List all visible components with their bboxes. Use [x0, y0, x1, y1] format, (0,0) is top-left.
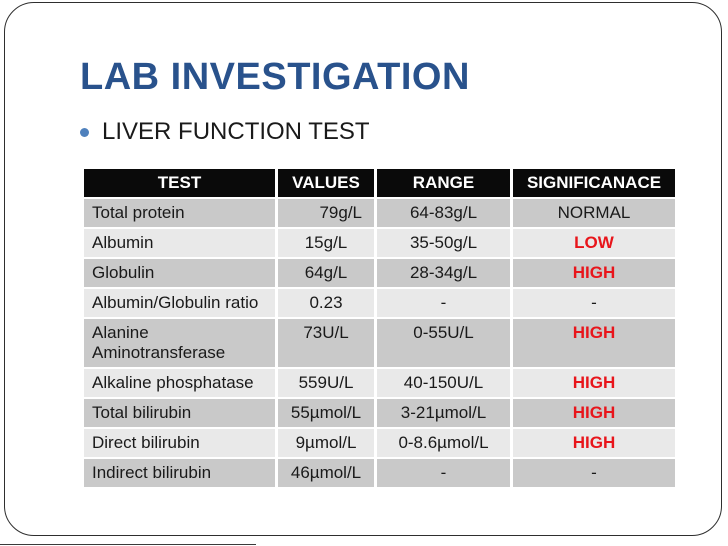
liver-function-table: TEST VALUES RANGE SIGNIFICANACE Total pr…	[84, 169, 675, 489]
cell-value: 55µmol/L	[278, 399, 377, 429]
slide-edge-artifact	[0, 544, 256, 545]
column-header-significance: SIGNIFICANACE	[513, 169, 675, 199]
cell-test: Alkaline phosphatase	[84, 369, 278, 399]
table-row: Direct bilirubin 9µmol/L 0-8.6µmol/L HIG…	[84, 429, 675, 459]
cell-range: 0-55U/L	[377, 319, 513, 369]
cell-significance: -	[513, 289, 675, 319]
cell-test: Total bilirubin	[84, 399, 278, 429]
cell-range: 3-21µmol/L	[377, 399, 513, 429]
table-row: Globulin 64g/L 28-34g/L HIGH	[84, 259, 675, 289]
cell-range: -	[377, 459, 513, 489]
table-row: Albumin/Globulin ratio 0.23 - -	[84, 289, 675, 319]
cell-significance: HIGH	[513, 429, 675, 459]
cell-range: 40-150U/L	[377, 369, 513, 399]
cell-range: 28-34g/L	[377, 259, 513, 289]
cell-range: -	[377, 289, 513, 319]
cell-value: 79g/L	[278, 199, 377, 229]
cell-value: 9µmol/L	[278, 429, 377, 459]
cell-test: Direct bilirubin	[84, 429, 278, 459]
cell-test: Indirect bilirubin	[84, 459, 278, 489]
cell-value: 46µmol/L	[278, 459, 377, 489]
cell-test: Albumin/Globulin ratio	[84, 289, 278, 319]
cell-range: 64-83g/L	[377, 199, 513, 229]
cell-test: Albumin	[84, 229, 278, 259]
cell-test: Globulin	[84, 259, 278, 289]
page-title: LAB INVESTIGATION	[80, 56, 470, 98]
cell-significance: LOW	[513, 229, 675, 259]
table-row: Total bilirubin 55µmol/L 3-21µmol/L HIGH	[84, 399, 675, 429]
cell-significance: HIGH	[513, 259, 675, 289]
cell-significance: HIGH	[513, 319, 675, 369]
cell-range: 0-8.6µmol/L	[377, 429, 513, 459]
bullet-line: LIVER FUNCTION TEST	[80, 118, 370, 146]
cell-range: 35-50g/L	[377, 229, 513, 259]
cell-value: 15g/L	[278, 229, 377, 259]
cell-value: 0.23	[278, 289, 377, 319]
cell-significance: HIGH	[513, 399, 675, 429]
cell-test: Alanine Aminotransferase	[84, 319, 278, 369]
header-row: TEST VALUES RANGE SIGNIFICANACE	[84, 169, 675, 199]
column-header-values: VALUES	[278, 169, 377, 199]
cell-significance: -	[513, 459, 675, 489]
cell-value: 64g/L	[278, 259, 377, 289]
column-header-test: TEST	[84, 169, 278, 199]
cell-value: 73U/L	[278, 319, 377, 369]
cell-test: Total protein	[84, 199, 278, 229]
table-row: Albumin 15g/L 35-50g/L LOW	[84, 229, 675, 259]
table-row: Alkaline phosphatase 559U/L 40-150U/L HI…	[84, 369, 675, 399]
slide-border	[4, 2, 722, 536]
column-header-range: RANGE	[377, 169, 513, 199]
table-row: Indirect bilirubin 46µmol/L - -	[84, 459, 675, 489]
bullet-icon	[80, 127, 89, 137]
cell-significance: NORMAL	[513, 199, 675, 229]
table-row: Alanine Aminotransferase 73U/L 0-55U/L H…	[84, 319, 675, 369]
cell-significance: HIGH	[513, 369, 675, 399]
bullet-text: LIVER FUNCTION TEST	[102, 118, 370, 145]
table-row: Total protein 79g/L 64-83g/L NORMAL	[84, 199, 675, 229]
cell-value: 559U/L	[278, 369, 377, 399]
